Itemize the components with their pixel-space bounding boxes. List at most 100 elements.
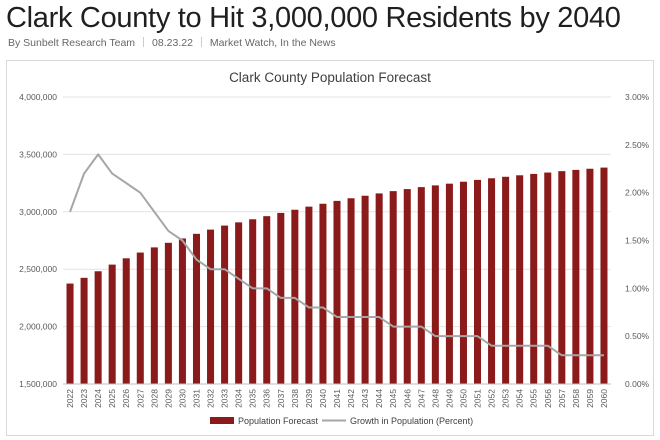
right-tick-label: 0.50% (625, 331, 650, 341)
x-tick-label: 2048 (430, 389, 440, 408)
bar (164, 242, 172, 384)
chart-container: Clark County Population Forecast 1,500,0… (6, 60, 654, 436)
bar (207, 229, 215, 384)
x-tick-label: 2051 (473, 389, 483, 408)
x-tick-label: 2059 (585, 389, 595, 408)
bar (122, 258, 130, 384)
bar-series-population-forecast (66, 167, 608, 384)
x-tick-label: 2053 (501, 389, 511, 408)
bar (221, 225, 229, 384)
bar (192, 233, 200, 384)
bar (319, 203, 327, 384)
x-tick-label: 2034 (234, 389, 244, 408)
bar (263, 216, 271, 384)
bar (600, 167, 608, 384)
x-tick-label: 2024 (93, 389, 103, 408)
x-tick-label: 2022 (65, 389, 75, 408)
left-axis: 1,500,000 2,000,000 2,500,000 3,000,000 3,50… (19, 92, 57, 389)
right-tick-label: 0.00% (625, 379, 650, 389)
line-series-growth-percent (69, 153, 604, 357)
bar (305, 206, 313, 384)
x-tick-label: 2050 (458, 389, 468, 408)
x-tick-label: 2040 (318, 389, 328, 408)
publish-date: 08.23.22 (152, 37, 193, 49)
x-tick-label: 2029 (163, 389, 173, 408)
bar (586, 168, 594, 384)
bar (347, 198, 355, 384)
bar (333, 200, 341, 384)
bar (572, 169, 580, 384)
byline-divider (200, 37, 202, 47)
bar (474, 179, 482, 384)
x-tick-label: 2041 (332, 389, 342, 408)
article-headline: Clark County to Hit 3,000,000 Residents … (6, 2, 621, 34)
right-tick-label: 1.50% (625, 236, 650, 246)
bar (544, 172, 552, 384)
x-tick-label: 2043 (360, 389, 370, 408)
x-axis: 2022 2023 2024 2025 2026 2027 2028 2029 2030 2031… (63, 383, 611, 408)
x-tick-label: 2023 (79, 389, 89, 408)
x-tick-label: 2044 (374, 389, 384, 408)
x-tick-label: 2039 (304, 389, 314, 408)
left-tick-label: 2,000,000 (19, 322, 57, 332)
category-separator: , (274, 37, 281, 49)
bar (178, 238, 186, 384)
x-tick-label: 2047 (416, 389, 426, 408)
bar (136, 252, 144, 384)
bar (94, 271, 102, 384)
bar (66, 283, 74, 384)
author-name: By Sunbelt Research Team (8, 37, 136, 49)
x-tick-label: 2045 (388, 389, 398, 408)
x-tick-label: 2037 (276, 389, 286, 408)
bar (488, 178, 496, 384)
bar (108, 264, 116, 384)
right-axis: 0.00% 0.50% 1.00% 1.50% 2.00% 2.50% 3.00% (625, 92, 650, 389)
x-tick-label: 2060 (599, 389, 609, 408)
x-tick-label: 2030 (177, 389, 187, 408)
bar (291, 209, 299, 384)
x-tick-label: 2052 (487, 389, 497, 408)
x-tick-label: 2038 (290, 389, 300, 408)
x-tick-label: 2025 (107, 389, 117, 408)
category-link-in-the-news[interactable]: In the News (280, 37, 336, 49)
left-tick-label: 3,000,000 (19, 207, 57, 217)
bar (389, 191, 397, 384)
chart-legend: Population Forecast Growth in Population… (210, 416, 473, 426)
x-tick-label: 2033 (220, 389, 230, 408)
x-tick-label: 2036 (262, 389, 272, 408)
bar (150, 247, 158, 384)
x-tick-label: 2035 (248, 389, 258, 408)
bar (235, 222, 243, 384)
x-tick-label: 2028 (149, 389, 159, 408)
x-tick-label: 2054 (515, 389, 525, 408)
right-tick-label: 2.50% (625, 140, 650, 150)
x-tick-label: 2042 (346, 389, 356, 408)
bar (431, 185, 439, 384)
x-tick-label: 2058 (571, 389, 581, 408)
right-tick-label: 2.00% (625, 188, 650, 198)
legend-label-growth: Growth in Population (Percent) (350, 416, 473, 426)
bar (80, 277, 88, 384)
x-tick-label: 2055 (529, 389, 539, 408)
x-tick-label: 2057 (557, 389, 567, 408)
bar (361, 195, 369, 384)
left-tick-label: 4,000,000 (19, 92, 57, 102)
byline-divider (143, 37, 145, 47)
bar (502, 176, 510, 384)
left-tick-label: 2,500,000 (19, 264, 57, 274)
bar (516, 175, 524, 384)
x-tick-label: 2027 (135, 389, 145, 408)
bar (530, 173, 538, 384)
bar (459, 181, 467, 384)
bar (403, 189, 411, 384)
legend-swatch-population (210, 417, 234, 424)
x-tick-label: 2046 (402, 389, 412, 408)
x-tick-label: 2026 (121, 389, 131, 408)
x-tick-label: 2049 (444, 389, 454, 408)
x-tick-label: 2032 (206, 389, 216, 408)
category-link-market-watch[interactable]: Market Watch (209, 37, 275, 49)
x-tick-label: 2031 (191, 389, 201, 408)
article-byline: By Sunbelt Research Team 08.23.22 Market W… (8, 37, 336, 49)
legend-label-population: Population Forecast (238, 416, 319, 426)
chart-title: Clark County Population Forecast (229, 70, 431, 85)
